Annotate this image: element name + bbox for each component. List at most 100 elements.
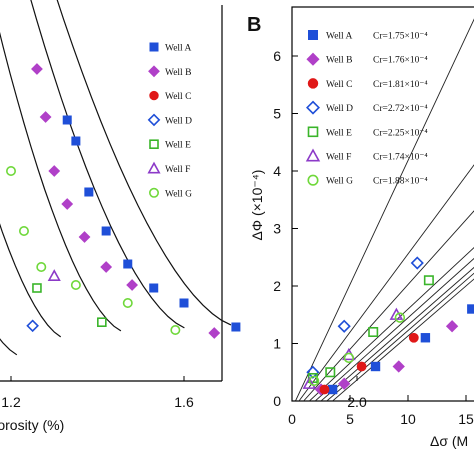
panel-a-data-points [6,63,241,339]
legend-b-marker-well-f [305,148,321,162]
panel-a-fit-curves [0,0,232,356]
legend-a-marker-well-e [149,139,159,149]
panel-a-point-well-g [170,324,181,335]
legend-b-marker-well-d [306,100,320,115]
legend-b-label-well-d: Well D [326,104,353,114]
panel-b-x-tick-label: 10 [400,411,416,427]
panel-a-point-well-b [39,111,52,123]
panel-b-point-well-a [327,384,338,395]
panel-a-point-well-g [70,279,81,290]
legend-a-label-well-f: Well F [165,165,190,175]
panel-b-fit-line-steep [295,18,474,401]
panel-b-point-well-c [408,332,419,343]
panel-a-point-well-b [100,261,113,273]
panel-b-x-axis-title: Δσ (M [430,433,468,449]
legend-a-label-well-c: Well C [165,92,191,102]
legend-b-marker-well-c [307,78,319,89]
panel-b-point-well-g [343,352,355,364]
panel-b-point-well-d [306,365,320,379]
panel-b-label: B [247,14,261,36]
panel-b-point-well-b [445,320,459,333]
legend-b-label-well-b: Well B [326,56,352,66]
panel-a-fit-curve-2 [0,223,62,338]
panel-b-fit-line-4 [314,257,474,401]
panel-a-point-well-a [179,298,189,308]
panel-a-fit-curve-1 [0,338,18,356]
legend-b-marker-well-a [308,30,318,40]
legend-b-marker-well-b [306,52,320,66]
panel-b-data-points [302,256,474,396]
panel-a-x-ticks: 1.2 1.6 2.0 [1,376,367,410]
legend-b-cr-well-g: Cr=1.88×10⁻⁴ [373,177,428,187]
panel-b-y-tick-label: 5 [273,106,281,122]
legend-a-marker-well-g [149,187,160,198]
panel-a-x-tick-label: 2.0 [347,394,367,410]
panel-b-y-tick-label: 4 [273,163,281,179]
legend-a-label-well-g: Well G [165,189,192,199]
panel-b-point-well-e [368,326,379,337]
legend-b-label-well-c: Well C [326,80,352,90]
panel-b-x-ticks: 0 5 10 15 [288,395,474,427]
panel-b-point-well-d [337,319,351,333]
panel-b-point-well-f [302,376,317,389]
panel-b-fit-line-1 [298,164,474,401]
panel-b-legend: Well A Cr=1.75×10⁻⁴ Well B Cr=1.76×10⁻⁴ Well… [305,30,428,187]
legend-b-label-well-a: Well A [326,32,353,42]
panel-a-point-well-b [31,63,43,75]
panel-b-point-well-a [467,304,474,314]
panel-b-y-tick-label: 1 [273,336,281,352]
panel-a-fit-curve-4 [30,0,185,329]
legend-b-cr-well-c: Cr=1.81×10⁻⁴ [373,80,428,90]
legend-a-label-well-e: Well E [165,141,191,151]
panel-a-point-well-a [231,322,241,332]
panel-a-point-well-b [126,279,139,291]
panel-b-x-tick-label: 0 [288,411,296,427]
panel-a-point-well-g [36,261,47,272]
panel-b-point-well-b [338,377,351,390]
legend-a-marker-well-b [148,65,160,78]
panel-a-point-well-b [48,165,61,177]
panel-b-point-well-d [410,256,424,270]
panel-b-fit-lines [295,18,474,401]
panel-a-point-well-b [208,327,221,339]
panel-b-point-well-g [394,312,406,323]
legend-b-label-well-f: Well F [326,153,351,163]
legend-b-cr-well-a: Cr=1.75×10⁻⁴ [373,32,428,42]
panel-a-point-well-g [18,226,29,237]
panel-a-porosity-chart: 1.2 1.6 2.0 Well A Well B Well C Well D Well E… [0,0,367,433]
panel-a-point-well-a [84,187,94,197]
panel-a-point-well-g [122,297,133,308]
panel-b-point-well-g [308,375,320,387]
legend-a-marker-well-f [147,161,161,174]
panel-b-y-ticks: 0 1 2 3 4 5 6 [273,48,298,409]
panel-b-y-tick-label: 0 [273,393,281,409]
legend-b-marker-well-g [307,174,319,186]
panel-b-point-well-a [370,361,381,372]
panel-b-x-tick-label: 5 [346,411,354,427]
panel-b-y-tick-label: 6 [273,48,281,64]
panel-b-fit-line-6 [326,272,474,401]
panel-b-fit-line-2 [303,210,474,401]
panel-b-point-well-b [392,360,405,373]
panel-b-fit-line-3 [309,246,474,401]
panel-a-point-well-a [71,136,81,146]
panel-a-point-well-a [123,259,133,269]
panel-b-y-tick-label: 3 [273,221,281,237]
panel-b-fit-line-7 [332,278,474,401]
legend-a-label-well-d: Well D [165,116,192,126]
panel-a-legend: Well A Well B Well C Well D Well E Well F Well… [147,42,192,199]
legend-a-marker-well-d [147,113,161,127]
panel-b-point-well-e [423,275,434,286]
legend-b-cr-well-e: Cr=2.25×10⁻⁴ [373,128,428,138]
panel-a-x-tick-label: 1.6 [174,394,194,410]
panel-a-point-well-e [32,283,42,293]
panel-a-fit-curve-3 [0,31,122,332]
legend-a-marker-well-c [149,90,159,101]
panel-a-point-well-a [62,115,72,125]
panel-a-x-axis-title: Porosity (%) [0,417,64,433]
panel-b-x-tick-label: 15 [458,411,474,427]
panel-b-point-well-c [356,361,367,372]
panel-b-point-well-c [319,384,330,395]
panel-a-point-well-a [149,283,159,293]
